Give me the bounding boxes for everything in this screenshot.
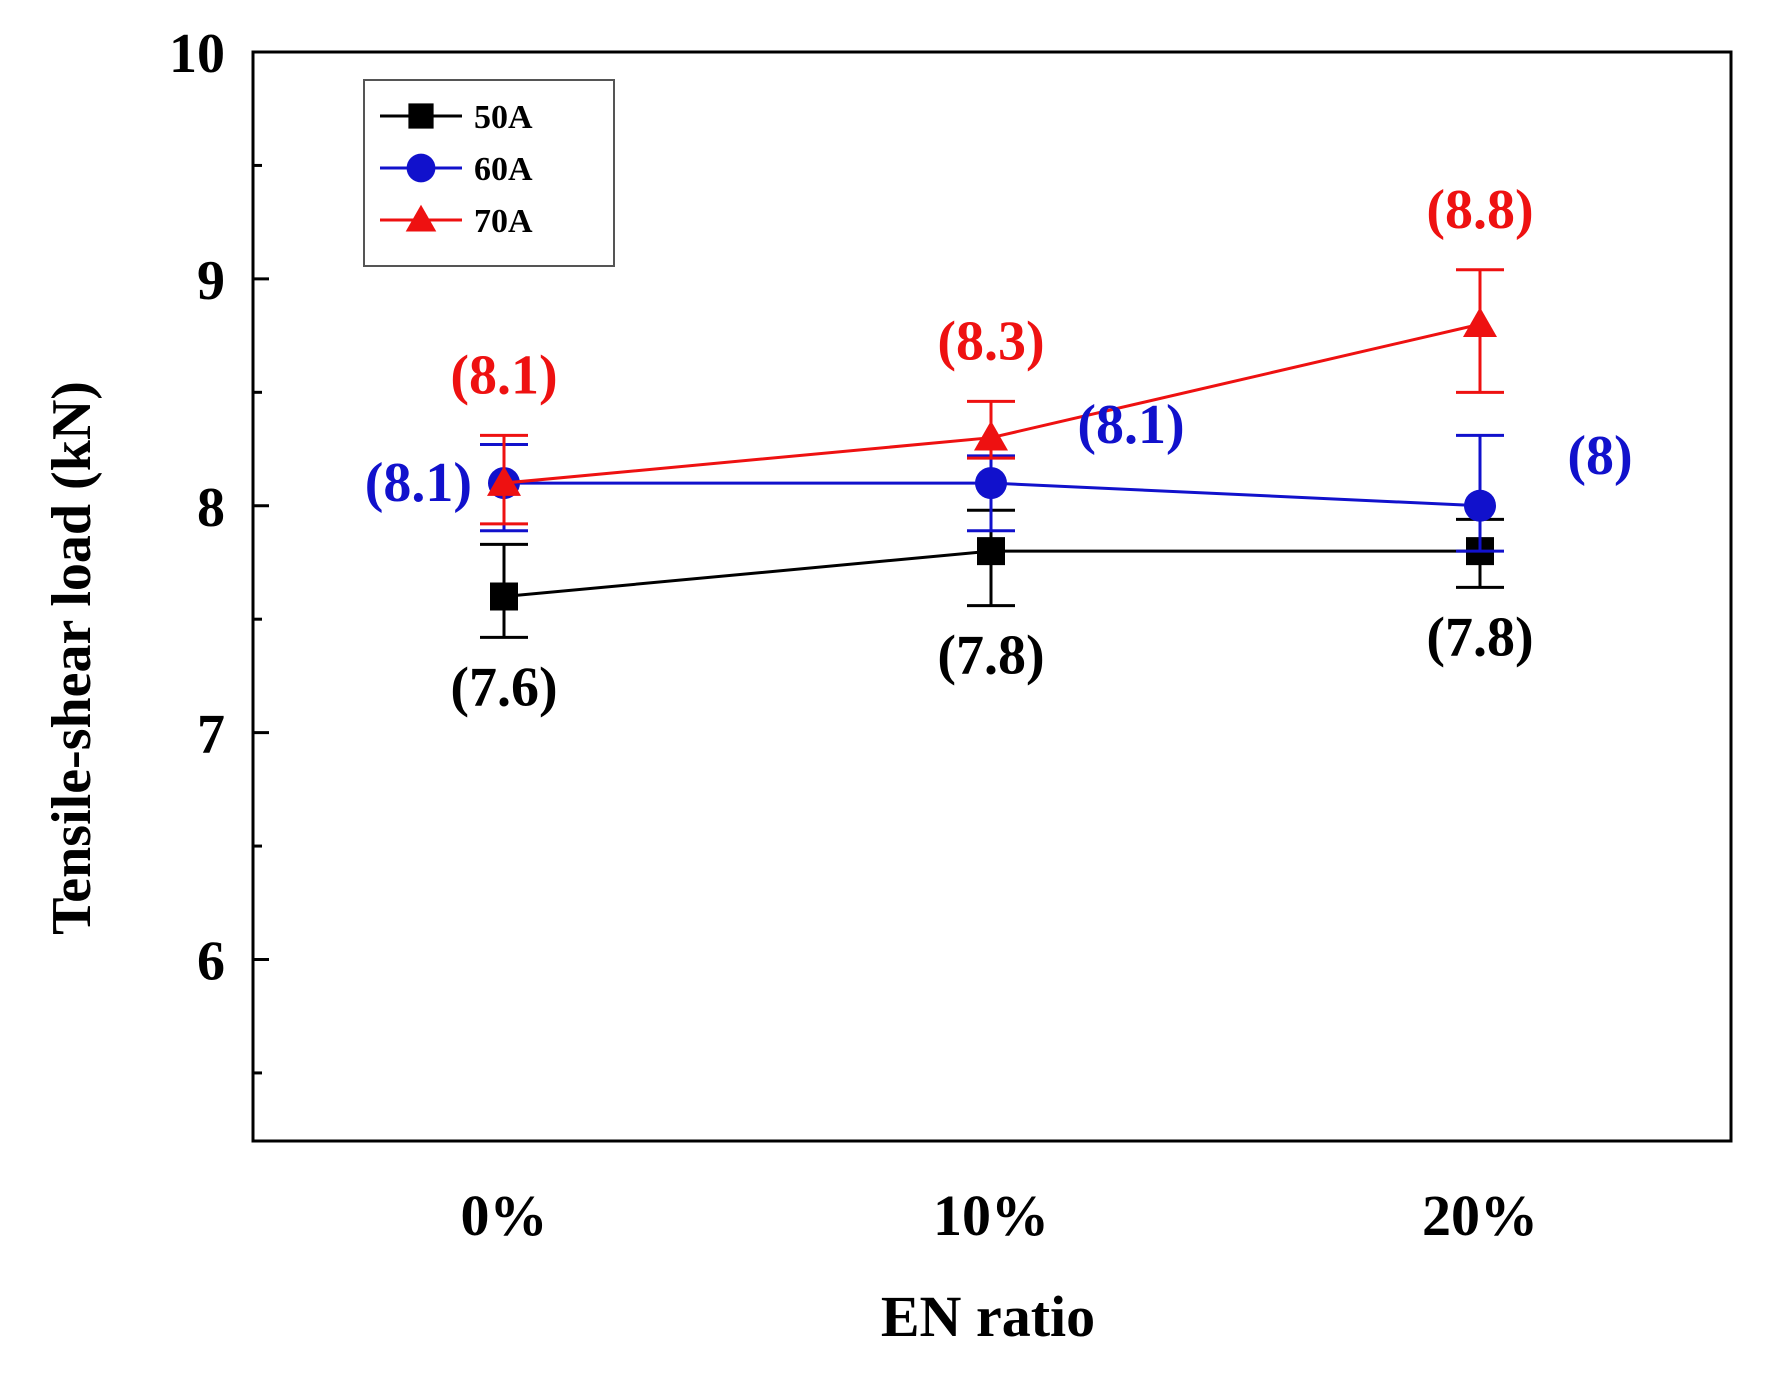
legend: 50A 60A 70A xyxy=(363,79,615,267)
data-labels-group: (7.6) (7.8) (7.8) (8.1) (8.1) (8) (8.1) (8.3) (8… xyxy=(365,179,1633,719)
legend-label: 70A xyxy=(474,203,533,240)
y-tick-label: 7 xyxy=(197,704,225,766)
axes-group: 6 7 8 9 10 0% 10% 20% xyxy=(169,23,1733,1248)
data-point xyxy=(974,420,1008,451)
legend-marker xyxy=(405,204,437,232)
y-axis-label: Tensile-shear load (kN) xyxy=(41,381,103,935)
data-label: (8.1) xyxy=(1077,394,1184,456)
data-label: (8.1) xyxy=(450,344,557,406)
y-tick-label: 8 xyxy=(197,477,225,539)
data-point xyxy=(487,466,521,496)
data-label: (7.8) xyxy=(937,625,1044,687)
data-point xyxy=(490,582,518,611)
legend-label: 50A xyxy=(474,99,533,136)
data-label: (8.3) xyxy=(937,310,1044,372)
y-tick-label: 6 xyxy=(197,931,225,993)
series-group xyxy=(480,268,1504,639)
x-tick-label: 20% xyxy=(1422,1183,1538,1248)
legend-marker xyxy=(406,153,436,183)
data-label: (8) xyxy=(1567,425,1632,487)
data-point xyxy=(975,467,1007,500)
data-point xyxy=(1463,307,1497,337)
data-point xyxy=(1464,489,1496,522)
data-label: (7.8) xyxy=(1426,606,1533,668)
data-label: (8.8) xyxy=(1426,179,1533,241)
data-label: (7.6) xyxy=(450,656,557,718)
y-tick-label: 10 xyxy=(169,23,225,85)
series-70A xyxy=(480,268,1504,526)
y-tick-label: 9 xyxy=(197,250,225,312)
x-tick-label: 0% xyxy=(461,1183,548,1248)
legend-marker xyxy=(408,103,434,129)
x-axis-label: EN ratio xyxy=(881,1284,1095,1349)
data-point xyxy=(977,537,1005,566)
legend-box xyxy=(363,79,615,267)
plot-frame xyxy=(251,50,1733,1143)
data-label: (8.1) xyxy=(365,452,472,514)
legend-label: 60A xyxy=(474,151,533,188)
x-tick-label: 10% xyxy=(933,1183,1049,1248)
